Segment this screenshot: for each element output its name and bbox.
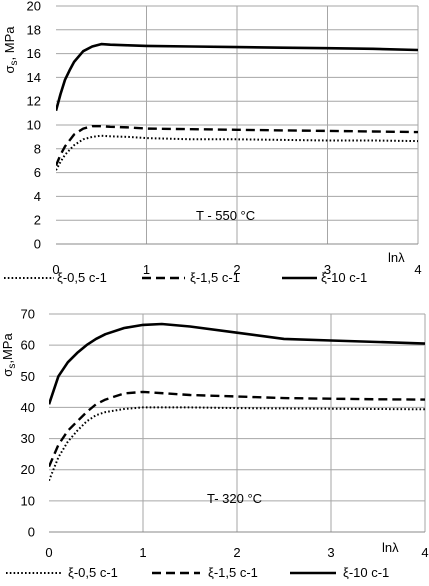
- x-tick-label: 4: [414, 262, 421, 277]
- x-tick-label: 2: [233, 545, 240, 560]
- legend-label: ξ-0,5 c-1: [57, 270, 107, 285]
- legend-label: ξ-10 c-1: [343, 565, 389, 580]
- series-line-2: [56, 124, 418, 166]
- y-tick-label: 20: [27, 0, 41, 14]
- y-axis-label-tail: , MPa: [2, 26, 17, 61]
- y-tick-label: 0: [34, 237, 41, 252]
- x-tick-label: 2: [233, 262, 240, 277]
- x-tick-label: 0: [52, 262, 59, 277]
- x-axis-label: lnλ: [388, 250, 405, 265]
- x-tick-label: 3: [324, 262, 331, 277]
- x-tick-labels: 0 1 2 3 4: [52, 262, 421, 277]
- x-tick-labels: 0 1 2 3 4: [45, 545, 428, 560]
- y-tick-label: 18: [27, 22, 41, 37]
- y-tick-label: 70: [21, 307, 35, 322]
- temperature-annotation: T- 320 °C: [207, 491, 262, 506]
- legend: ξ-0,5 c-1 ξ-1,5 c-1 ξ-10 c-1: [4, 270, 367, 285]
- x-tick-label: 0: [45, 545, 52, 560]
- series-line-3: [56, 42, 418, 112]
- x-axis-label: lnλ: [382, 540, 399, 555]
- y-axis-label-tail: ,MPa: [0, 333, 15, 364]
- y-tick-labels: 0 10 20 30 40 50 60 70: [21, 307, 35, 540]
- y-tick-label: 50: [21, 369, 35, 384]
- y-tick-label: 10: [21, 493, 35, 508]
- series-lines: [49, 322, 425, 481]
- legend-label: ξ-1,5 c-1: [208, 565, 258, 580]
- y-tick-label: 2: [34, 213, 41, 228]
- series-line-3: [49, 322, 425, 405]
- legend-label: ξ-1,5 c-1: [190, 270, 240, 285]
- x-tick-label: 3: [327, 545, 334, 560]
- legend-label: ξ-0,5 c-1: [68, 565, 118, 580]
- y-tick-label: 14: [27, 70, 41, 85]
- y-tick-label: 20: [21, 462, 35, 477]
- series-lines: [56, 42, 418, 171]
- y-axis-label: σs,MPa: [0, 333, 18, 377]
- temperature-annotation: T - 550 °C: [196, 208, 255, 223]
- y-axis-label-main: σ: [2, 65, 17, 73]
- y-tick-label: 12: [27, 94, 41, 109]
- y-tick-labels: 0 2 4 6 8 10 12 14 16 18 20: [27, 0, 41, 252]
- y-tick-label: 0: [28, 525, 35, 540]
- y-axis-label: σs, MPa: [2, 26, 20, 74]
- y-axis-label-sub: s: [7, 364, 18, 369]
- x-tick-label: 4: [421, 545, 428, 560]
- y-axis-label-main: σ: [0, 369, 15, 377]
- y-tick-label: 6: [34, 165, 41, 180]
- y-tick-label: 10: [27, 118, 41, 133]
- gridlines: [49, 313, 426, 532]
- y-tick-label: 8: [34, 141, 41, 156]
- y-axis-label-sub: s: [9, 60, 20, 65]
- series-line-2: [49, 390, 425, 468]
- chart-320: 0 10 20 30 40 50 60 70 0 1 2 3 4 σs,MPa lnλ T- 320 …: [0, 307, 429, 581]
- y-tick-label: 60: [21, 338, 35, 353]
- y-tick-label: 16: [27, 46, 41, 61]
- legend-label: ξ-10 c-1: [321, 270, 367, 285]
- y-tick-label: 40: [21, 400, 35, 415]
- x-tick-label: 1: [143, 262, 150, 277]
- legend: ξ-0,5 c-1 ξ-1,5 c-1 ξ-10 c-1: [6, 565, 389, 580]
- series-line-1: [49, 406, 425, 481]
- x-tick-label: 1: [139, 545, 146, 560]
- y-tick-label: 30: [21, 431, 35, 446]
- y-tick-label: 4: [34, 189, 41, 204]
